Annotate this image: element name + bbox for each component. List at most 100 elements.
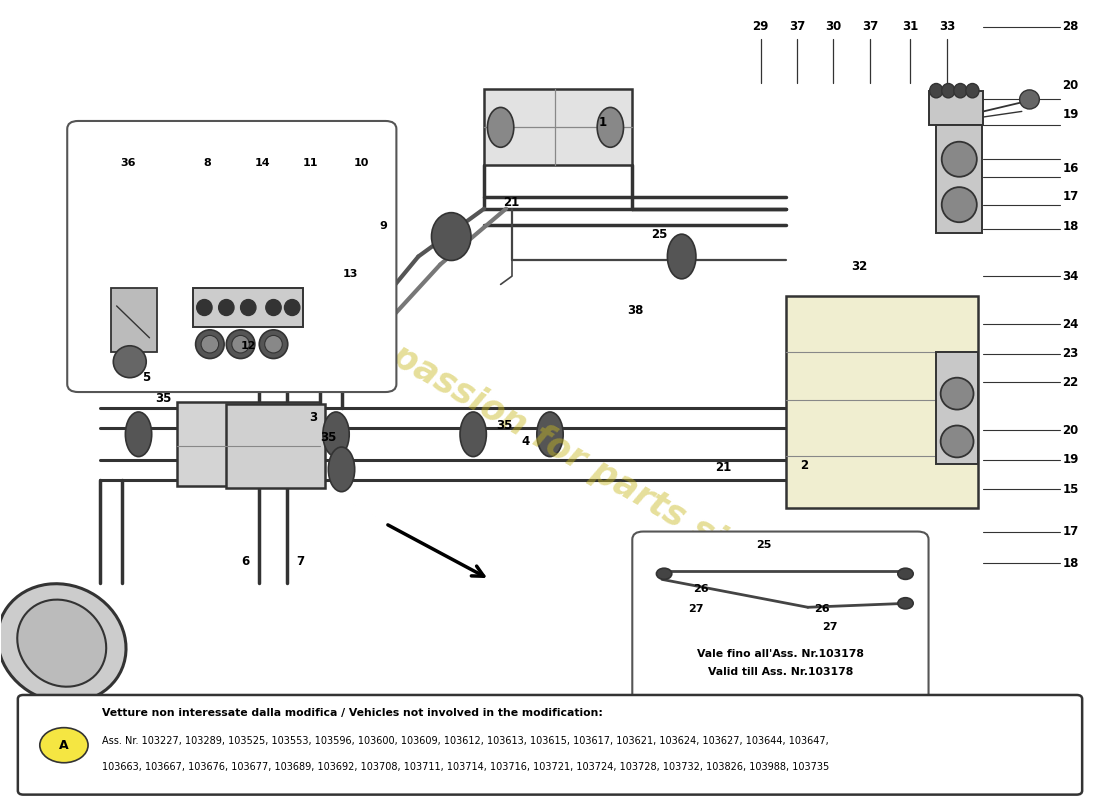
- Ellipse shape: [954, 83, 967, 98]
- Text: 17: 17: [1063, 190, 1079, 203]
- Text: 7: 7: [296, 554, 304, 567]
- FancyBboxPatch shape: [67, 121, 396, 392]
- Text: 25: 25: [651, 228, 668, 241]
- Text: 15: 15: [1063, 482, 1079, 496]
- Text: 18: 18: [1063, 557, 1079, 570]
- Text: 12: 12: [241, 341, 256, 350]
- Text: a passion for parts since: a passion for parts since: [354, 321, 790, 591]
- Text: 6: 6: [241, 554, 249, 567]
- Ellipse shape: [0, 584, 126, 702]
- Ellipse shape: [219, 299, 234, 315]
- Text: 11: 11: [304, 158, 319, 168]
- Text: Vale fino all'Ass. Nr.103178: Vale fino all'Ass. Nr.103178: [697, 649, 864, 658]
- Text: 23: 23: [1063, 347, 1079, 360]
- Text: 8: 8: [204, 158, 211, 168]
- Ellipse shape: [323, 412, 349, 457]
- Ellipse shape: [942, 83, 955, 98]
- Ellipse shape: [898, 598, 913, 609]
- Text: 22: 22: [1063, 376, 1079, 389]
- Ellipse shape: [197, 299, 212, 315]
- Ellipse shape: [942, 142, 977, 177]
- Text: 38: 38: [627, 304, 644, 318]
- Text: 34: 34: [1063, 270, 1079, 283]
- Bar: [785, 296, 978, 508]
- Ellipse shape: [125, 412, 152, 457]
- Text: 27: 27: [822, 622, 837, 632]
- Ellipse shape: [201, 335, 219, 353]
- Text: 35: 35: [496, 419, 513, 432]
- Text: 18: 18: [1063, 220, 1079, 233]
- Text: 31: 31: [902, 21, 918, 34]
- Ellipse shape: [260, 330, 288, 358]
- Text: 14: 14: [255, 158, 271, 168]
- Ellipse shape: [285, 299, 300, 315]
- Text: Vetture non interessate dalla modifica / Vehicles not involved in the modificati: Vetture non interessate dalla modifica /…: [102, 708, 603, 718]
- Ellipse shape: [329, 447, 354, 492]
- Ellipse shape: [266, 299, 282, 315]
- Ellipse shape: [460, 412, 486, 457]
- Ellipse shape: [668, 234, 696, 279]
- FancyBboxPatch shape: [18, 695, 1082, 794]
- Ellipse shape: [265, 335, 283, 353]
- Ellipse shape: [537, 412, 563, 457]
- Text: 30: 30: [825, 21, 842, 34]
- Text: 33: 33: [939, 21, 955, 34]
- Bar: [111, 288, 157, 352]
- Text: 13: 13: [342, 269, 358, 279]
- Ellipse shape: [18, 600, 107, 686]
- Text: 19: 19: [1063, 108, 1079, 121]
- Text: 29: 29: [752, 21, 769, 34]
- Text: A: A: [59, 738, 68, 752]
- Text: 37: 37: [862, 21, 879, 34]
- Text: 3: 3: [309, 411, 317, 424]
- Text: 21: 21: [504, 196, 519, 209]
- Ellipse shape: [227, 330, 255, 358]
- Text: 20: 20: [1063, 78, 1079, 91]
- Text: 10: 10: [353, 158, 369, 168]
- Text: 36: 36: [120, 158, 135, 168]
- Ellipse shape: [898, 568, 913, 579]
- Text: 20: 20: [1063, 424, 1079, 437]
- Text: 16: 16: [1063, 162, 1079, 175]
- Ellipse shape: [930, 83, 943, 98]
- Text: Ass. Nr. 103227, 103289, 103525, 103553, 103596, 103600, 103609, 103612, 103613,: Ass. Nr. 103227, 103289, 103525, 103553,…: [102, 736, 829, 746]
- Text: 2: 2: [801, 459, 808, 472]
- Text: 4: 4: [521, 435, 530, 448]
- Text: 26: 26: [814, 604, 829, 614]
- Text: 28: 28: [1063, 21, 1079, 34]
- Circle shape: [40, 728, 88, 762]
- Text: 26: 26: [694, 584, 710, 594]
- Text: 1: 1: [598, 116, 607, 129]
- Ellipse shape: [657, 568, 672, 579]
- FancyBboxPatch shape: [632, 531, 928, 707]
- Text: 21: 21: [715, 462, 732, 474]
- Bar: [194, 288, 304, 326]
- Ellipse shape: [942, 187, 977, 222]
- Bar: [936, 352, 978, 464]
- Ellipse shape: [940, 378, 974, 410]
- Ellipse shape: [597, 107, 624, 147]
- Ellipse shape: [1020, 90, 1040, 109]
- Text: 103663, 103667, 103676, 103677, 103689, 103692, 103708, 103711, 103714, 103716, : 103663, 103667, 103676, 103677, 103689, …: [102, 762, 829, 772]
- Bar: [177, 402, 320, 486]
- Text: 35: 35: [155, 392, 172, 405]
- Ellipse shape: [241, 299, 256, 315]
- Text: 35: 35: [320, 431, 337, 444]
- Ellipse shape: [940, 426, 974, 458]
- Ellipse shape: [196, 330, 224, 358]
- Text: 17: 17: [1063, 525, 1079, 538]
- Bar: [484, 89, 632, 165]
- Text: 37: 37: [789, 21, 805, 34]
- Ellipse shape: [966, 83, 979, 98]
- Bar: [928, 91, 983, 125]
- Ellipse shape: [113, 346, 146, 378]
- Text: 27: 27: [689, 604, 704, 614]
- Text: 32: 32: [851, 259, 868, 273]
- Text: 25: 25: [757, 540, 771, 550]
- Ellipse shape: [487, 107, 514, 147]
- Text: 5: 5: [142, 371, 151, 384]
- Text: 9: 9: [379, 222, 387, 231]
- Text: 24: 24: [1063, 318, 1079, 330]
- Ellipse shape: [232, 335, 250, 353]
- Text: 19: 19: [1063, 454, 1079, 466]
